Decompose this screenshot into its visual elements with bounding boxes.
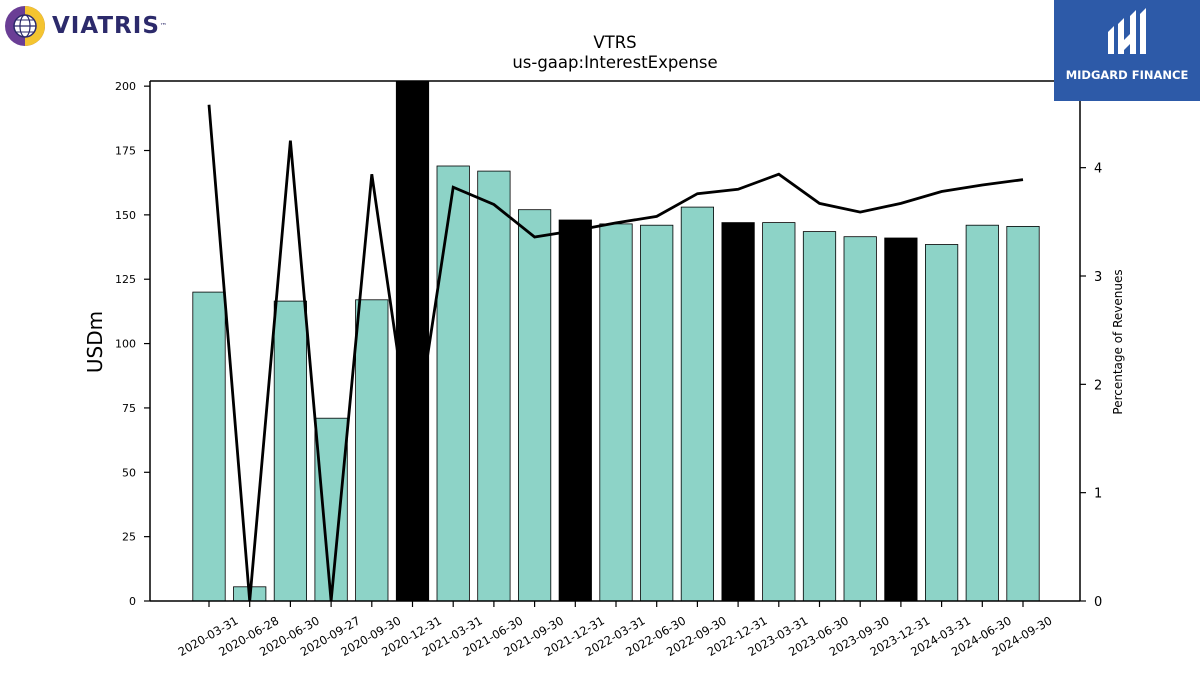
y-tick-label: 125 bbox=[115, 273, 136, 286]
y-tick-label: 50 bbox=[122, 466, 136, 479]
viatris-globe-icon bbox=[5, 6, 45, 46]
bar bbox=[518, 209, 552, 602]
bars-layer bbox=[192, 80, 1040, 602]
bar bbox=[802, 231, 837, 602]
bar bbox=[314, 417, 348, 602]
midgard-emblem-icon bbox=[1108, 8, 1146, 54]
bar bbox=[436, 165, 470, 602]
chart-title: VTRS bbox=[593, 33, 636, 52]
midgard-finance-logo: MIDGARD FINANCE bbox=[1054, 0, 1200, 101]
y2-tick-label: 4 bbox=[1094, 162, 1102, 177]
y-tick-label: 175 bbox=[115, 145, 136, 158]
bar bbox=[1006, 225, 1040, 602]
y2-tick-label: 2 bbox=[1094, 378, 1102, 393]
y2-tick-label: 1 bbox=[1094, 487, 1102, 502]
y-tick-label: 100 bbox=[115, 338, 136, 351]
bar bbox=[192, 291, 226, 602]
midgard-finance-wordmark: MIDGARD FINANCE bbox=[1065, 68, 1189, 82]
y-tick-label: 25 bbox=[122, 531, 136, 544]
y-tick-label: 150 bbox=[115, 209, 136, 222]
y-tick-label: 75 bbox=[122, 402, 136, 415]
trademark-mark: ™ bbox=[159, 22, 167, 30]
bar bbox=[640, 224, 674, 602]
bar bbox=[884, 237, 918, 602]
bar bbox=[355, 299, 389, 602]
bar bbox=[395, 80, 430, 602]
line-layer bbox=[207, 104, 1024, 602]
y-tick-label: 0 bbox=[129, 595, 136, 608]
bar bbox=[680, 206, 715, 602]
viatris-logo: VIATRIS ™ bbox=[4, 4, 167, 48]
y-tick-label: 200 bbox=[115, 80, 136, 93]
viatris-wordmark: VIATRIS bbox=[52, 13, 160, 39]
chart-subtitle: us-gaap:InterestExpense bbox=[512, 53, 717, 72]
y-axis-label: USDm bbox=[83, 311, 107, 373]
bar bbox=[599, 223, 633, 602]
bar bbox=[558, 219, 592, 602]
bar bbox=[843, 236, 877, 602]
y2-axis-label: Percentage of Revenues bbox=[1111, 269, 1125, 414]
bar bbox=[477, 170, 511, 602]
bar bbox=[925, 244, 959, 602]
y2-tick-label: 0 bbox=[1094, 595, 1102, 610]
bar bbox=[762, 222, 796, 602]
bar bbox=[965, 224, 999, 602]
y2-tick-label: 3 bbox=[1094, 270, 1102, 285]
bar bbox=[273, 300, 308, 602]
bar bbox=[721, 222, 755, 602]
